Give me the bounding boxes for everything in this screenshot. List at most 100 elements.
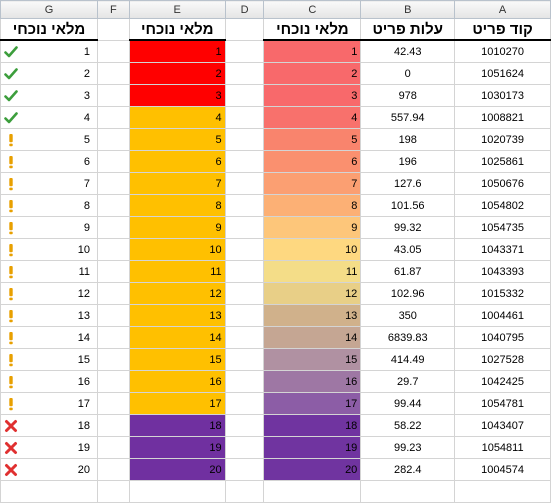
item-code-cell[interactable]: 1015332 [454, 282, 551, 305]
item-code-cell[interactable]: 1054735 [454, 216, 551, 239]
item-code-cell[interactable]: 1030173 [454, 84, 551, 107]
column-header-e[interactable]: E [128, 0, 226, 19]
item-code-cell[interactable]: 1040795 [454, 326, 551, 349]
empty-cell[interactable] [224, 304, 265, 327]
empty-cell[interactable] [224, 39, 265, 63]
empty-cell[interactable] [224, 194, 265, 217]
stock-heat-cell[interactable]: 1 [263, 39, 362, 63]
stock-icon-cell[interactable]: 6 [0, 150, 98, 173]
cost-cell[interactable]: 58.22 [360, 414, 456, 437]
cost-cell[interactable]: 99.32 [360, 216, 456, 239]
item-code-cell[interactable]: 1043393 [454, 260, 551, 283]
empty-cell[interactable] [224, 414, 265, 437]
stock-band-cell[interactable]: 18 [128, 414, 226, 437]
empty-cell[interactable] [96, 480, 130, 503]
column-header-f[interactable]: F [96, 0, 130, 19]
stock-heat-cell[interactable]: 20 [263, 458, 362, 481]
stock-band-cell[interactable]: 11 [128, 260, 226, 283]
item-code-cell[interactable]: 1054811 [454, 436, 551, 459]
cost-cell[interactable]: 61.87 [360, 260, 456, 283]
stock-heat-cell[interactable]: 2 [263, 62, 362, 85]
stock-heat-cell[interactable]: 7 [263, 172, 362, 195]
item-code-cell[interactable]: 1008821 [454, 106, 551, 129]
item-code-cell[interactable]: 1050676 [454, 172, 551, 195]
stock-band-cell[interactable]: 13 [128, 304, 226, 327]
cost-cell[interactable]: 102.96 [360, 282, 456, 305]
stock-band-cell[interactable]: 5 [128, 128, 226, 151]
item-code-cell[interactable]: 1004461 [454, 304, 551, 327]
cost-cell[interactable]: 99.23 [360, 436, 456, 459]
item-code-cell[interactable]: 1025861 [454, 150, 551, 173]
stock-band-cell[interactable]: 16 [128, 370, 226, 393]
cost-cell[interactable]: 127.6 [360, 172, 456, 195]
empty-cell[interactable] [224, 84, 265, 107]
stock-heat-cell[interactable]: 19 [263, 436, 362, 459]
stock-band-cell[interactable]: 6 [128, 150, 226, 173]
empty-cell[interactable] [96, 436, 130, 459]
empty-cell[interactable] [224, 238, 265, 261]
stock-icon-cell[interactable]: 19 [0, 436, 98, 459]
item-code-cell[interactable]: 1027528 [454, 348, 551, 371]
stock-icon-cell[interactable]: 1 [0, 39, 98, 63]
empty-cell[interactable] [224, 480, 265, 503]
cost-cell[interactable]: 282.4 [360, 458, 456, 481]
empty-cell[interactable] [224, 458, 265, 481]
stock-icon-cell[interactable]: 17 [0, 392, 98, 415]
stock-heat-cell[interactable]: 14 [263, 326, 362, 349]
empty-cell[interactable] [224, 260, 265, 283]
stock-band-cell[interactable]: 17 [128, 392, 226, 415]
stock-icon-cell[interactable]: 15 [0, 348, 98, 371]
empty-cell[interactable] [96, 216, 130, 239]
stock-heat-cell[interactable]: 12 [263, 282, 362, 305]
cost-cell[interactable]: 6839.83 [360, 326, 456, 349]
empty-cell[interactable] [96, 106, 130, 129]
empty-cell[interactable] [224, 172, 265, 195]
column-header-a[interactable]: A [454, 0, 551, 19]
stock-icon-cell[interactable]: 18 [0, 414, 98, 437]
stock-heat-cell[interactable]: 11 [263, 260, 362, 283]
empty-cell[interactable] [96, 84, 130, 107]
cost-cell[interactable]: 198 [360, 128, 456, 151]
item-code-cell[interactable]: 1054802 [454, 194, 551, 217]
empty-cell[interactable] [224, 62, 265, 85]
empty-cell[interactable] [96, 304, 130, 327]
stock-band-cell[interactable]: 7 [128, 172, 226, 195]
stock-heat-cell[interactable]: 5 [263, 128, 362, 151]
empty-cell[interactable] [454, 480, 551, 503]
stock-band-cell[interactable]: 2 [128, 62, 226, 85]
empty-cell[interactable] [96, 458, 130, 481]
empty-cell[interactable] [0, 480, 98, 503]
empty-cell[interactable] [96, 39, 130, 63]
stock-heat-cell[interactable]: 10 [263, 238, 362, 261]
title-cell-a[interactable]: קוד פריט [454, 18, 551, 41]
stock-icon-cell[interactable]: 9 [0, 216, 98, 239]
title-cell-b[interactable]: עלות פריט [360, 18, 456, 41]
stock-heat-cell[interactable]: 3 [263, 84, 362, 107]
empty-cell[interactable] [96, 260, 130, 283]
cost-cell[interactable]: 350 [360, 304, 456, 327]
stock-icon-cell[interactable]: 13 [0, 304, 98, 327]
stock-icon-cell[interactable]: 5 [0, 128, 98, 151]
stock-heat-cell[interactable]: 13 [263, 304, 362, 327]
title-cell-g[interactable]: מלאי נוכחי [0, 18, 98, 41]
empty-cell[interactable] [263, 480, 362, 503]
empty-cell[interactable] [96, 128, 130, 151]
empty-cell[interactable] [96, 150, 130, 173]
stock-band-cell[interactable]: 1 [128, 39, 226, 63]
empty-cell[interactable] [128, 480, 226, 503]
empty-cell[interactable] [224, 282, 265, 305]
stock-heat-cell[interactable]: 6 [263, 150, 362, 173]
item-code-cell[interactable]: 1054781 [454, 392, 551, 415]
empty-cell[interactable] [96, 238, 130, 261]
stock-heat-cell[interactable]: 16 [263, 370, 362, 393]
empty-cell[interactable] [224, 128, 265, 151]
title-cell-e[interactable]: מלאי נוכחי [128, 18, 226, 41]
empty-cell[interactable] [224, 348, 265, 371]
stock-icon-cell[interactable]: 10 [0, 238, 98, 261]
empty-cell[interactable] [96, 348, 130, 371]
stock-heat-cell[interactable]: 15 [263, 348, 362, 371]
cost-cell[interactable]: 978 [360, 84, 456, 107]
stock-band-cell[interactable]: 12 [128, 282, 226, 305]
cost-cell[interactable]: 196 [360, 150, 456, 173]
cost-cell[interactable]: 43.05 [360, 238, 456, 261]
